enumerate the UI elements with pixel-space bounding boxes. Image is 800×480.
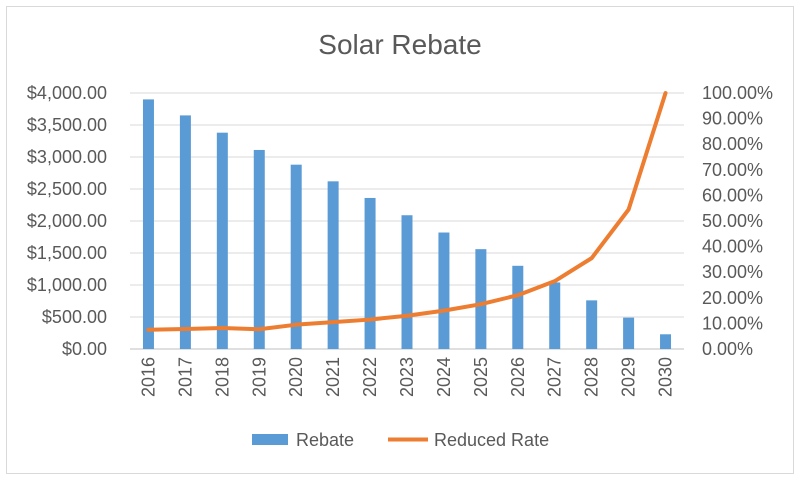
x-tick-label: 2025 [471, 357, 491, 397]
rebate-bar [549, 282, 561, 349]
x-tick-label: 2016 [138, 357, 158, 397]
legend-label-rebate: Rebate [296, 430, 354, 450]
chart-frame [6, 6, 794, 474]
legend-swatch-rebate [252, 434, 288, 445]
legend: Rebate Reduced Rate [252, 430, 549, 450]
reduced-rate-line [146, 91, 668, 332]
right-tick-label: 50.00% [702, 211, 763, 231]
rebate-bar [660, 334, 672, 349]
x-tick-label: 2022 [360, 357, 380, 397]
right-tick-label: 90.00% [702, 109, 763, 129]
right-tick-label: 70.00% [702, 160, 763, 180]
x-tick-label: 2018 [212, 357, 232, 397]
x-tick-label: 2029 [619, 357, 639, 397]
x-tick-label: 2030 [656, 357, 676, 397]
right-tick-label: 20.00% [702, 288, 763, 308]
x-tick-label: 2024 [434, 357, 454, 397]
left-tick-label: $3,500.00 [27, 115, 107, 135]
left-tick-label: $2,500.00 [27, 179, 107, 199]
rebate-bar [216, 132, 228, 349]
x-axis: 2016 2017 2018 2019 2020 2021 2022 2023 2024 2025… [138, 357, 675, 397]
left-tick-label: $1,000.00 [27, 275, 107, 295]
legend-label-reduced-rate: Reduced Rate [434, 430, 549, 450]
right-tick-label: 80.00% [702, 134, 763, 154]
rebate-bar [475, 249, 487, 349]
right-tick-label: 40.00% [702, 237, 763, 257]
rebate-bars [142, 99, 672, 350]
left-tick-label: $4,000.00 [27, 83, 107, 103]
x-tick-label: 2021 [323, 357, 343, 397]
x-tick-label: 2028 [582, 357, 602, 397]
right-tick-label: 0.00% [702, 339, 753, 359]
x-tick-label: 2027 [545, 357, 565, 397]
left-tick-label: $0.00 [62, 339, 107, 359]
rebate-bar [512, 265, 524, 349]
left-y-axis: $0.00 $500.00 $1,000.00 $1,500.00 $2,000.00 $… [27, 83, 107, 359]
rebate-bar [623, 317, 635, 349]
rebate-bar [364, 197, 376, 349]
x-tick-label: 2026 [508, 357, 528, 397]
right-y-axis: 0.00% 10.00% 20.00% 30.00% 40.00% 50.00% 60.00… [702, 83, 773, 359]
right-tick-label: 30.00% [702, 262, 763, 282]
rebate-bar [290, 164, 302, 349]
x-tick-label: 2017 [175, 357, 195, 397]
left-tick-label: $3,000.00 [27, 147, 107, 167]
right-tick-label: 100.00% [702, 83, 773, 103]
rebate-bar [586, 300, 598, 349]
right-tick-label: 10.00% [702, 313, 763, 333]
left-tick-label: $2,000.00 [27, 211, 107, 231]
rebate-bar [438, 232, 450, 349]
rebate-bar [401, 215, 413, 349]
chart-title: Solar Rebate [318, 29, 481, 60]
x-tick-label: 2023 [397, 357, 417, 397]
right-tick-label: 60.00% [702, 185, 763, 205]
x-tick-label: 2020 [286, 357, 306, 397]
rebate-bar [327, 181, 339, 349]
rebate-bar [179, 115, 191, 350]
left-tick-label: $1,500.00 [27, 243, 107, 263]
rebate-bar [142, 99, 154, 350]
rebate-bar [253, 149, 265, 349]
x-tick-label: 2019 [249, 357, 269, 397]
left-tick-label: $500.00 [42, 307, 107, 327]
